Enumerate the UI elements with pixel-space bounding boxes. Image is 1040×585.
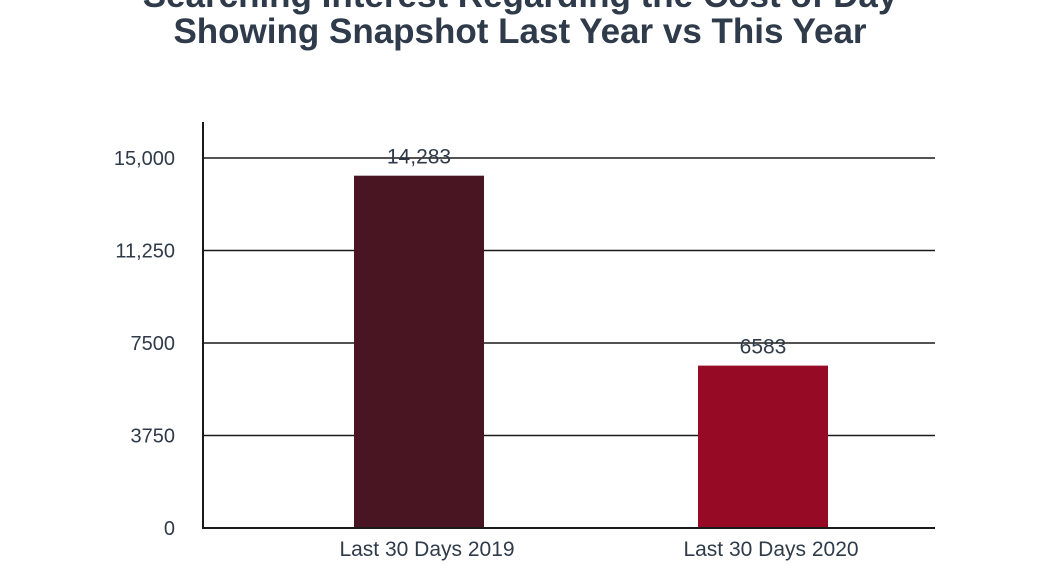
bar-2 xyxy=(698,365,828,528)
bar-1 xyxy=(354,175,484,528)
chart-title-line-2: Showing Snapshot Last Year vs This Year xyxy=(173,12,867,51)
y-tick-label-7500: 7500 xyxy=(131,333,176,355)
x-category-label-1: Last 30 Days 2019 xyxy=(339,538,514,561)
x-category-label-2: Last 30 Days 2020 xyxy=(683,538,858,561)
y-tick-label-15000: 15,000 xyxy=(114,148,175,170)
y-tick-label-3750: 3750 xyxy=(131,426,176,448)
y-tick-label-0: 0 xyxy=(164,518,175,540)
chart-title-line-1: Searching Interest Regarding the Cost of… xyxy=(0,0,1040,16)
y-tick-label-11250: 11,250 xyxy=(115,241,175,263)
data-label-1: 14,283 xyxy=(387,146,451,169)
data-label-2: 6583 xyxy=(740,336,787,359)
